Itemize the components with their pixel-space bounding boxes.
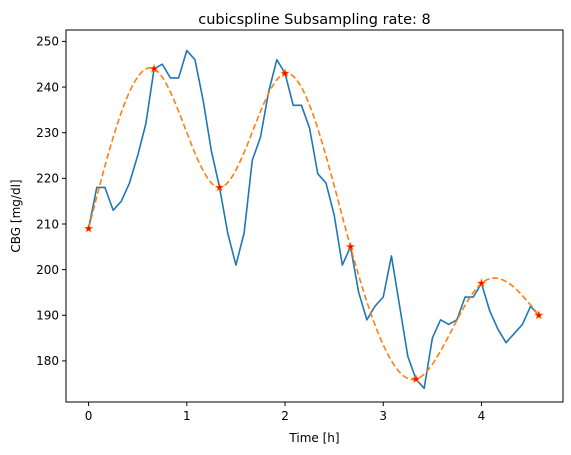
- sample-point-marker: [476, 278, 487, 288]
- y-tick-label: 220: [36, 172, 59, 186]
- plot-area: [83, 49, 544, 390]
- y-tick-label: 240: [36, 80, 59, 94]
- x-tick-label: 3: [379, 409, 387, 423]
- cgm-series-line: [87, 49, 540, 390]
- cubic-spline-line: [87, 67, 540, 381]
- x-tick-label: 2: [281, 409, 289, 423]
- y-tick-label: 230: [36, 126, 59, 140]
- sample-point-marker: [280, 68, 290, 78]
- sample-point-marker: [345, 241, 356, 251]
- y-tick-label: 190: [36, 309, 59, 323]
- y-tick-label: 210: [36, 217, 59, 231]
- x-axis-label: Time [h]: [288, 431, 339, 445]
- x-tick-label: 4: [478, 409, 486, 423]
- sample-point-marker: [533, 310, 544, 320]
- x-tick-label: 0: [85, 409, 93, 423]
- sample-point-marker: [149, 63, 159, 73]
- y-tick-label: 180: [36, 354, 59, 368]
- x-tick-label: 1: [183, 409, 191, 423]
- y-tick-label: 200: [36, 263, 59, 277]
- axis-ticks: 0 1 2 3 4 180 190 200 210 220 230 240 250: [36, 35, 485, 423]
- sample-point-marker: [83, 223, 94, 233]
- axes-frame: [65, 29, 564, 403]
- y-axis-label: CBG [mg/dl]: [9, 179, 23, 252]
- sample-point-marker: [214, 182, 225, 192]
- chart-title: cubicspline Subsampling rate: 8: [198, 12, 431, 28]
- y-tick-label: 250: [36, 35, 59, 49]
- sample-point-marker: [411, 374, 421, 384]
